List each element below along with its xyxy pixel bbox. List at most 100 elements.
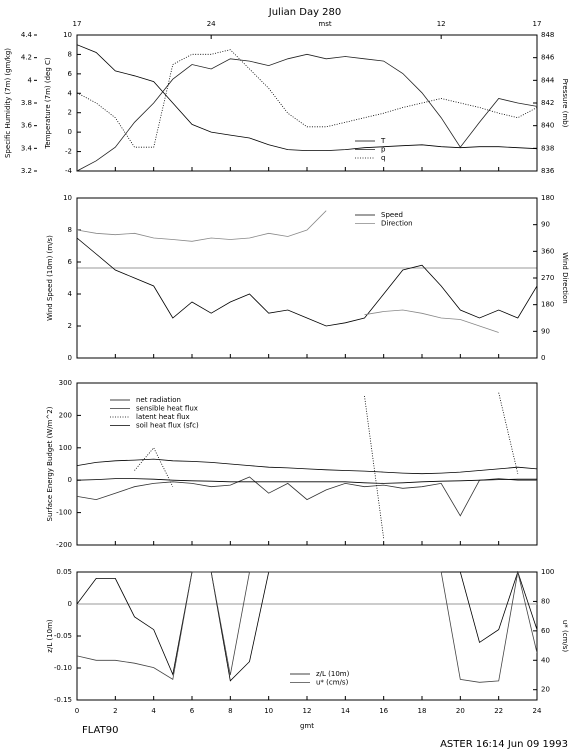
- y2-tick-label: 846: [541, 54, 555, 62]
- y2-tick-label: 100: [541, 568, 554, 576]
- series-line: [77, 210, 327, 242]
- x-tick-label: 8: [228, 707, 232, 715]
- x-tick-label: 22: [494, 707, 503, 715]
- series-line: [364, 395, 385, 539]
- y2-tick-label: 360: [541, 247, 554, 255]
- y-tick-label: 0: [68, 354, 72, 362]
- y-axis-label: Wind Speed (10m) (m/s): [46, 235, 54, 321]
- x-tick-label: 20: [456, 707, 465, 715]
- x2-axis-label: mst: [318, 20, 331, 28]
- y2-tick-label: 90: [541, 221, 550, 229]
- x-axis-label: gmt: [300, 722, 314, 730]
- series-line: [77, 237, 537, 327]
- series-line: [134, 447, 174, 487]
- series-line: [77, 49, 537, 148]
- chart-title: Julian Day 280: [268, 7, 342, 18]
- x-tick-label: 14: [341, 707, 350, 715]
- y2-tick-label: 180: [541, 194, 554, 202]
- y2-tick-label: 848: [541, 31, 554, 39]
- y3-tick-label: 4: [28, 76, 33, 84]
- y2-tick-label: 836: [541, 167, 555, 175]
- y2-tick-label: 60: [541, 627, 550, 635]
- legend-label: latent heat flux: [136, 413, 190, 421]
- legend-label: q: [381, 154, 385, 162]
- y3-tick-label: 3.2: [21, 167, 32, 175]
- series-line: [364, 309, 499, 333]
- y2-axis-label: Wind Direction: [561, 252, 569, 303]
- x-tick-label: 2: [113, 707, 117, 715]
- x2-tick-label: 24: [207, 20, 216, 28]
- y-tick-label: -4: [65, 167, 73, 175]
- y-tick-label: 2: [68, 322, 72, 330]
- y2-tick-label: 40: [541, 656, 550, 664]
- y-tick-label: -2: [65, 148, 72, 156]
- y3-tick-label: 4.4: [21, 31, 33, 39]
- y-tick-label: -100: [56, 509, 72, 517]
- y2-tick-label: 80: [541, 597, 550, 605]
- series-line: [77, 476, 537, 517]
- y-axis-label: Temperature (7m) (deg C): [44, 57, 52, 150]
- y-tick-label: 6: [68, 70, 73, 78]
- x-tick-label: 18: [418, 707, 427, 715]
- y-tick-label: 10: [63, 31, 72, 39]
- y2-tick-label: 0: [541, 354, 545, 362]
- legend-label: z/L (10m): [316, 670, 350, 678]
- y-tick-label: 8: [68, 226, 72, 234]
- y2-tick-label: 270: [541, 274, 554, 282]
- station-label: FLAT90: [82, 725, 118, 736]
- y-tick-label: 0.05: [56, 568, 72, 576]
- y2-tick-label: 842: [541, 99, 554, 107]
- legend-label: p: [381, 146, 386, 154]
- plot-frame: [76, 197, 538, 359]
- x2-tick-label: 17: [533, 20, 542, 28]
- y3-tick-label: 3.6: [21, 122, 33, 130]
- legend-label: net radiation: [136, 396, 181, 404]
- legend-label: Speed: [381, 211, 403, 219]
- y-axis-label: Surface Energy Budget (W/m^2): [46, 406, 54, 521]
- y-tick-label: 4: [68, 89, 73, 97]
- legend-label: sensible heat flux: [136, 405, 198, 413]
- y3-tick-label: 3.8: [21, 99, 32, 107]
- y2-tick-label: 20: [541, 686, 550, 694]
- y2-tick-label: 844: [541, 76, 555, 84]
- y-tick-label: 8: [68, 50, 72, 58]
- y-tick-label: 100: [59, 444, 72, 452]
- legend-label: soil heat flux (sfc): [136, 422, 199, 430]
- y2-tick-label: 180: [541, 301, 554, 309]
- x-tick-label: 16: [379, 707, 388, 715]
- legend-label: T: [380, 137, 386, 145]
- y-tick-label: 300: [59, 379, 72, 387]
- y-tick-label: -0.05: [54, 632, 72, 640]
- y-tick-label: 0: [68, 476, 72, 484]
- series-line: [77, 53, 537, 172]
- legend-label: u* (cm/s): [316, 679, 349, 687]
- y-tick-label: 200: [59, 411, 72, 419]
- x-tick-label: 24: [533, 707, 542, 715]
- x2-tick-label: 17: [73, 20, 82, 28]
- y-tick-label: 0: [68, 600, 72, 608]
- y3-axis-label: Specific Humidity (7m) (gm/kg): [4, 48, 12, 158]
- run-label: ASTER 16:14 Jun 09 1993: [440, 739, 568, 750]
- y-tick-label: 0: [68, 128, 72, 136]
- series-line: [77, 44, 537, 151]
- y2-axis-label: Pressure (mb): [561, 79, 569, 128]
- y-tick-label: -0.15: [54, 696, 72, 704]
- x-tick-label: 4: [151, 707, 156, 715]
- x2-tick-label: 12: [437, 20, 446, 28]
- y2-axis-label: u* (cm/s): [561, 620, 569, 653]
- y2-tick-label: 840: [541, 122, 554, 130]
- x-tick-label: 0: [75, 707, 79, 715]
- y-tick-label: -200: [56, 541, 72, 549]
- y-tick-label: 4: [68, 290, 73, 298]
- y-tick-label: 10: [63, 194, 72, 202]
- legend-label: Direction: [381, 220, 413, 228]
- series-line: [77, 458, 537, 475]
- y3-tick-label: 3.4: [21, 144, 33, 152]
- series-line: [77, 571, 537, 682]
- x-tick-label: 6: [190, 707, 195, 715]
- y2-tick-label: 838: [541, 144, 554, 152]
- y-tick-label: 2: [68, 109, 72, 117]
- series-line: [77, 571, 537, 683]
- y2-tick-label: 90: [541, 327, 550, 335]
